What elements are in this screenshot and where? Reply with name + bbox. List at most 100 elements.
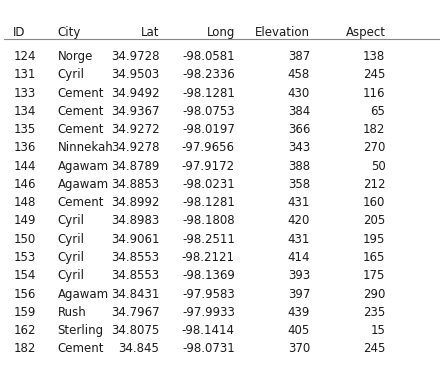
Text: 135: 135 <box>13 123 35 136</box>
Text: 393: 393 <box>288 269 310 282</box>
Text: Rush: Rush <box>58 306 86 319</box>
Text: 387: 387 <box>288 50 310 63</box>
Text: -98.1414: -98.1414 <box>182 324 235 337</box>
Text: 34.9492: 34.9492 <box>111 87 159 100</box>
Text: 154: 154 <box>13 269 36 282</box>
Text: 134: 134 <box>13 105 36 118</box>
Text: -98.1281: -98.1281 <box>182 87 235 100</box>
Text: -97.9172: -97.9172 <box>182 159 235 173</box>
Text: Lat: Lat <box>141 26 159 39</box>
Text: 34.9061: 34.9061 <box>111 233 159 246</box>
Text: Ninnekah: Ninnekah <box>58 141 113 154</box>
Text: Long: Long <box>206 26 235 39</box>
Text: 65: 65 <box>370 105 385 118</box>
Text: 136: 136 <box>13 141 36 154</box>
Text: 34.9367: 34.9367 <box>111 105 159 118</box>
Text: 150: 150 <box>13 233 35 246</box>
Text: Norge: Norge <box>58 50 93 63</box>
Text: 159: 159 <box>13 306 36 319</box>
Text: 144: 144 <box>13 159 36 173</box>
Text: 370: 370 <box>288 343 310 356</box>
Text: Cyril: Cyril <box>58 233 85 246</box>
Text: 160: 160 <box>363 196 385 209</box>
Text: 212: 212 <box>363 178 385 191</box>
Text: Cyril: Cyril <box>58 269 85 282</box>
Text: 153: 153 <box>13 251 35 264</box>
Text: 34.9278: 34.9278 <box>111 141 159 154</box>
Text: ID: ID <box>13 26 26 39</box>
Text: 34.7967: 34.7967 <box>111 306 159 319</box>
Text: Elevation: Elevation <box>255 26 310 39</box>
Text: 205: 205 <box>363 215 385 228</box>
Text: 245: 245 <box>363 343 385 356</box>
Text: 397: 397 <box>288 287 310 300</box>
Text: 34.845: 34.845 <box>119 343 159 356</box>
Text: Cement: Cement <box>58 123 104 136</box>
Text: Cement: Cement <box>58 196 104 209</box>
Text: 146: 146 <box>13 178 36 191</box>
Text: 34.9503: 34.9503 <box>111 68 159 81</box>
Text: 50: 50 <box>371 159 385 173</box>
Text: 245: 245 <box>363 68 385 81</box>
Text: 290: 290 <box>363 287 385 300</box>
Text: Cyril: Cyril <box>58 68 85 81</box>
Text: -98.0581: -98.0581 <box>182 50 235 63</box>
Text: 133: 133 <box>13 87 35 100</box>
Text: -98.1808: -98.1808 <box>182 215 235 228</box>
Text: Agawam: Agawam <box>58 287 109 300</box>
Text: -97.9656: -97.9656 <box>182 141 235 154</box>
Text: 366: 366 <box>288 123 310 136</box>
Text: 34.8553: 34.8553 <box>111 269 159 282</box>
Text: 384: 384 <box>288 105 310 118</box>
Text: 175: 175 <box>363 269 385 282</box>
Text: -98.1281: -98.1281 <box>182 196 235 209</box>
Text: 15: 15 <box>370 324 385 337</box>
Text: Cement: Cement <box>58 105 104 118</box>
Text: Cement: Cement <box>58 87 104 100</box>
Text: 414: 414 <box>288 251 310 264</box>
Text: Sterling: Sterling <box>58 324 104 337</box>
Text: Cyril: Cyril <box>58 215 85 228</box>
Text: 138: 138 <box>363 50 385 63</box>
Text: 34.8992: 34.8992 <box>111 196 159 209</box>
Text: 235: 235 <box>363 306 385 319</box>
Text: 430: 430 <box>288 87 310 100</box>
Text: 431: 431 <box>288 233 310 246</box>
Text: 388: 388 <box>288 159 310 173</box>
Text: -98.2336: -98.2336 <box>182 68 235 81</box>
Text: City: City <box>58 26 81 39</box>
Text: 358: 358 <box>288 178 310 191</box>
Text: -98.1369: -98.1369 <box>182 269 235 282</box>
Text: -97.9583: -97.9583 <box>182 287 235 300</box>
Text: 131: 131 <box>13 68 36 81</box>
Text: -98.2121: -98.2121 <box>182 251 235 264</box>
Text: 156: 156 <box>13 287 36 300</box>
Text: 270: 270 <box>363 141 385 154</box>
Text: 34.8553: 34.8553 <box>111 251 159 264</box>
Text: 34.8789: 34.8789 <box>111 159 159 173</box>
Text: 405: 405 <box>288 324 310 337</box>
Text: -98.0197: -98.0197 <box>182 123 235 136</box>
Text: 34.9728: 34.9728 <box>111 50 159 63</box>
Text: -98.0731: -98.0731 <box>182 343 235 356</box>
Text: 162: 162 <box>13 324 36 337</box>
Text: 34.8853: 34.8853 <box>111 178 159 191</box>
Text: Cement: Cement <box>58 343 104 356</box>
Text: Agawam: Agawam <box>58 178 109 191</box>
Text: -98.2511: -98.2511 <box>182 233 235 246</box>
Text: 148: 148 <box>13 196 36 209</box>
Text: 34.9272: 34.9272 <box>111 123 159 136</box>
Text: Aspect: Aspect <box>346 26 385 39</box>
Text: 439: 439 <box>288 306 310 319</box>
Text: 116: 116 <box>363 87 385 100</box>
Text: 182: 182 <box>363 123 385 136</box>
Text: 34.8983: 34.8983 <box>111 215 159 228</box>
Text: -97.9933: -97.9933 <box>182 306 235 319</box>
Text: 34.8075: 34.8075 <box>111 324 159 337</box>
Text: 34.8431: 34.8431 <box>111 287 159 300</box>
Text: 124: 124 <box>13 50 36 63</box>
Text: 458: 458 <box>288 68 310 81</box>
Text: 149: 149 <box>13 215 36 228</box>
Text: 195: 195 <box>363 233 385 246</box>
Text: 165: 165 <box>363 251 385 264</box>
